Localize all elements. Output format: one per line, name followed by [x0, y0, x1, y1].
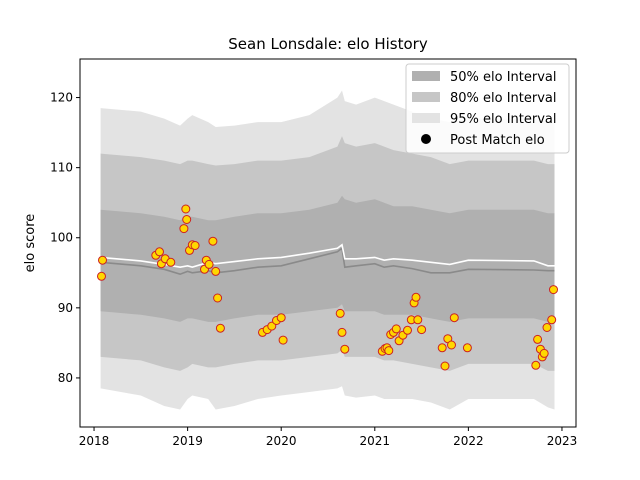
y-axis-label: elo score	[23, 214, 38, 273]
mean-line	[100, 243, 555, 269]
y-tick-label: 80	[58, 371, 73, 385]
post-match-point	[417, 325, 427, 335]
legend-label: 80% elo Interval	[450, 91, 557, 106]
y-tick-label: 90	[58, 301, 73, 315]
legend-swatch	[412, 71, 440, 81]
post-match-point	[335, 308, 345, 318]
post-match-point	[462, 343, 472, 353]
x-tick-label: 2019	[172, 434, 203, 448]
elo-lines	[100, 243, 555, 276]
legend-label: Post Match elo	[450, 133, 545, 148]
post-match-point	[539, 348, 549, 358]
post-match-point	[166, 257, 176, 267]
post-match-point	[267, 321, 277, 331]
band-50	[100, 195, 555, 322]
x-tick-label: 2020	[266, 434, 297, 448]
post-match-point	[182, 215, 192, 224]
x-tick-label: 2022	[453, 434, 484, 448]
post-match-point	[98, 255, 107, 265]
post-match-point	[531, 360, 541, 370]
post-match-points	[97, 204, 558, 371]
post-match-point	[276, 313, 286, 323]
y-axis: 80 90 100 110 120	[50, 91, 80, 385]
legend-label: 50% elo Interval	[450, 70, 557, 85]
post-match-point	[403, 325, 412, 335]
post-match-point	[204, 259, 214, 269]
post-match-point	[549, 285, 558, 295]
post-match-point	[337, 327, 347, 337]
y-tick-label: 100	[50, 231, 73, 245]
post-match-point	[155, 247, 164, 257]
post-match-point	[411, 292, 421, 302]
post-match-point	[215, 323, 225, 333]
legend-swatch	[412, 113, 440, 123]
post-match-point	[440, 361, 450, 371]
post-match-point	[547, 315, 557, 325]
post-match-point	[190, 241, 200, 250]
y-tick-label: 120	[50, 91, 73, 105]
legend-swatch	[412, 92, 440, 102]
x-tick-label: 2023	[547, 434, 578, 448]
post-match-point	[447, 340, 456, 350]
legend-box	[405, 63, 570, 154]
plot-frame	[79, 58, 577, 428]
legend-label: 95% elo Interval	[450, 112, 557, 127]
post-match-point	[533, 334, 543, 344]
post-match-point	[384, 346, 394, 356]
legend-marker	[421, 134, 431, 144]
post-match-point	[213, 293, 223, 303]
post-match-point	[179, 224, 189, 234]
chart-title: Sean Lonsdale: elo History	[228, 35, 428, 53]
median-line	[100, 246, 555, 276]
post-match-point	[340, 344, 350, 354]
x-axis: 2018 2019 2020 2021 2022 2023	[79, 427, 577, 448]
post-match-point	[391, 324, 401, 334]
x-tick-label: 2018	[79, 434, 110, 448]
y-tick-label: 110	[50, 161, 73, 175]
post-match-point	[542, 323, 552, 332]
post-match-point	[278, 335, 288, 345]
x-tick-label: 2021	[360, 434, 391, 448]
plot-area	[97, 90, 558, 410]
post-match-point	[413, 315, 423, 325]
post-match-point	[97, 271, 106, 281]
post-match-point	[208, 236, 218, 246]
post-match-point	[449, 313, 459, 323]
legend: 50% elo Interval 80% elo Interval 95% elo …	[405, 63, 570, 154]
post-match-point	[437, 343, 447, 353]
post-match-point	[181, 204, 191, 214]
post-match-point	[211, 266, 221, 276]
